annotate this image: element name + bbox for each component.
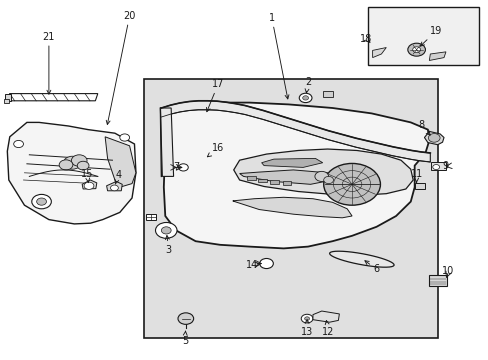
Text: 12: 12 [322, 320, 334, 337]
FancyBboxPatch shape [145, 214, 155, 220]
Circle shape [314, 171, 328, 181]
Circle shape [301, 314, 312, 323]
Circle shape [77, 161, 89, 170]
Polygon shape [329, 251, 393, 267]
Circle shape [155, 222, 177, 238]
Polygon shape [428, 52, 445, 60]
Circle shape [432, 165, 439, 170]
Polygon shape [105, 137, 136, 187]
FancyBboxPatch shape [430, 162, 445, 170]
Polygon shape [4, 99, 9, 103]
FancyBboxPatch shape [269, 180, 278, 184]
Polygon shape [312, 311, 339, 322]
FancyBboxPatch shape [258, 179, 266, 182]
Polygon shape [424, 131, 443, 145]
FancyBboxPatch shape [428, 275, 446, 286]
Text: 21: 21 [42, 32, 55, 94]
Circle shape [37, 198, 46, 205]
Circle shape [299, 93, 311, 103]
Circle shape [59, 160, 73, 170]
Text: 10: 10 [441, 266, 453, 276]
Polygon shape [160, 108, 173, 176]
Text: 14: 14 [245, 260, 258, 270]
Text: 3: 3 [165, 235, 171, 255]
Circle shape [32, 194, 51, 209]
Polygon shape [106, 181, 122, 191]
Circle shape [304, 317, 309, 320]
Circle shape [407, 43, 425, 56]
Polygon shape [372, 48, 386, 58]
Circle shape [427, 134, 439, 142]
Polygon shape [163, 103, 428, 248]
Circle shape [323, 176, 333, 184]
Polygon shape [232, 197, 351, 218]
Text: 17: 17 [206, 79, 224, 112]
Circle shape [178, 164, 188, 171]
Circle shape [120, 134, 129, 141]
Polygon shape [239, 170, 332, 184]
FancyBboxPatch shape [144, 79, 437, 338]
Text: 8: 8 [417, 120, 429, 135]
Polygon shape [161, 101, 429, 162]
Text: 19: 19 [420, 26, 442, 46]
Polygon shape [233, 149, 412, 195]
Text: 13: 13 [300, 320, 313, 337]
Circle shape [71, 155, 87, 166]
FancyBboxPatch shape [414, 183, 425, 189]
Circle shape [412, 47, 420, 53]
FancyBboxPatch shape [246, 176, 255, 180]
Polygon shape [82, 180, 97, 189]
Text: 1: 1 [268, 13, 288, 99]
Text: 15: 15 [81, 168, 93, 183]
Polygon shape [7, 122, 136, 224]
Text: 16: 16 [207, 143, 224, 157]
Circle shape [161, 227, 171, 234]
FancyBboxPatch shape [367, 7, 478, 65]
Polygon shape [7, 94, 98, 101]
Text: 9: 9 [441, 161, 447, 171]
Text: 6: 6 [364, 261, 379, 274]
Circle shape [259, 258, 273, 269]
Circle shape [110, 185, 118, 191]
Text: 5: 5 [182, 331, 187, 346]
Circle shape [302, 96, 308, 100]
Text: 20: 20 [106, 11, 136, 125]
FancyBboxPatch shape [322, 91, 333, 97]
Text: 4: 4 [115, 170, 121, 184]
Circle shape [323, 163, 380, 205]
Text: 7: 7 [173, 162, 179, 172]
Circle shape [178, 313, 193, 324]
Text: 2: 2 [305, 77, 310, 93]
Polygon shape [261, 158, 322, 167]
Circle shape [84, 182, 94, 189]
Text: 11: 11 [409, 168, 422, 183]
Circle shape [63, 156, 81, 169]
Polygon shape [5, 94, 11, 101]
FancyBboxPatch shape [282, 181, 291, 185]
Text: 18: 18 [359, 34, 371, 44]
Circle shape [14, 140, 23, 148]
